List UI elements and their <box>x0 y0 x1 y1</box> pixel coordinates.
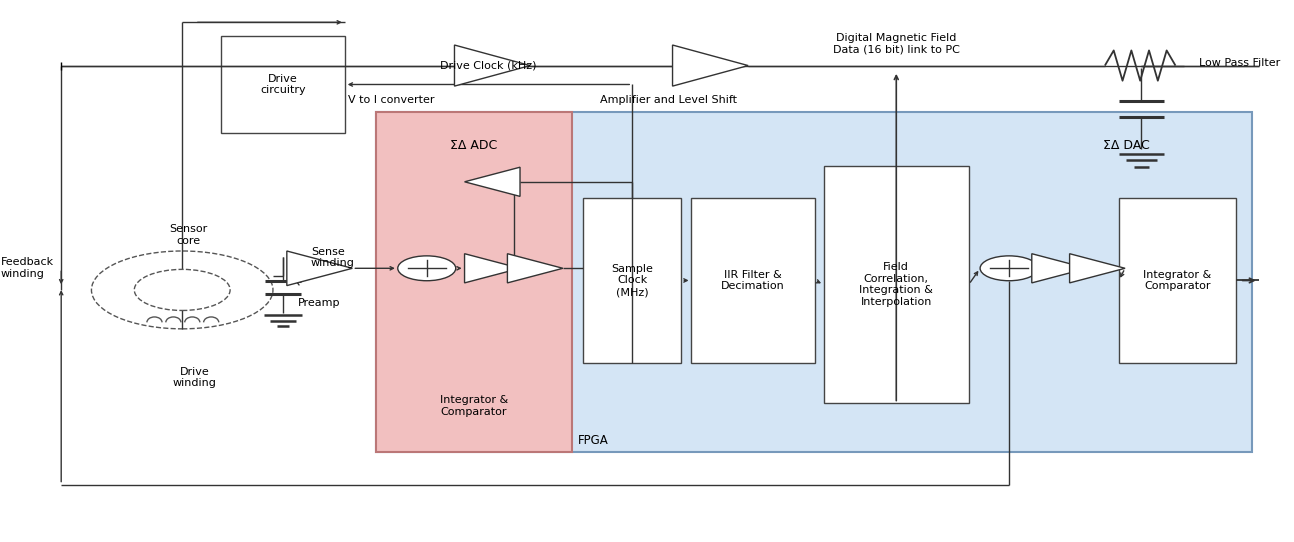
Text: Drive
winding: Drive winding <box>173 367 217 388</box>
Polygon shape <box>287 251 352 286</box>
Polygon shape <box>454 45 531 86</box>
Text: V to I converter: V to I converter <box>348 95 435 105</box>
Bar <box>377 112 1253 452</box>
Text: Preamp: Preamp <box>299 298 340 308</box>
Text: Amplifier and Level Shift: Amplifier and Level Shift <box>600 95 738 105</box>
Bar <box>221 36 344 133</box>
Text: ΣΔ DAC: ΣΔ DAC <box>1102 139 1149 152</box>
Text: ΣΔ ADC: ΣΔ ADC <box>450 139 498 152</box>
Polygon shape <box>465 167 520 196</box>
Circle shape <box>135 269 230 311</box>
Text: IIR Filter &
Decimation: IIR Filter & Decimation <box>721 270 785 291</box>
Polygon shape <box>1031 254 1087 283</box>
Text: Integrator &
Comparator: Integrator & Comparator <box>1143 270 1211 291</box>
Text: Feedback
winding: Feedback winding <box>1 257 54 279</box>
Text: Field
Correlation,
Integration &
Interpolation: Field Correlation, Integration & Interpo… <box>859 262 933 307</box>
Bar <box>1119 198 1236 363</box>
Text: FPGA: FPGA <box>578 434 608 447</box>
Circle shape <box>980 256 1038 281</box>
Bar <box>584 198 682 363</box>
Text: Sense
winding: Sense winding <box>311 247 355 268</box>
Polygon shape <box>1070 254 1124 283</box>
Polygon shape <box>507 254 563 283</box>
Circle shape <box>397 256 455 281</box>
Text: Digital Magnetic Field
Data (16 bit) link to PC: Digital Magnetic Field Data (16 bit) lin… <box>833 33 960 55</box>
Bar <box>691 198 815 363</box>
Text: Sample
Clock
(MHz): Sample Clock (MHz) <box>611 264 653 297</box>
Polygon shape <box>673 45 748 86</box>
Text: Sensor
core: Sensor core <box>170 224 207 246</box>
Bar <box>377 112 572 452</box>
Polygon shape <box>465 254 520 283</box>
Text: Low Pass Filter: Low Pass Filter <box>1200 58 1281 68</box>
Text: Drive
circuitry: Drive circuitry <box>260 74 305 95</box>
Text: Integrator &
Comparator: Integrator & Comparator <box>440 395 509 417</box>
Text: Drive Clock (kHz): Drive Clock (kHz) <box>440 61 537 71</box>
Bar <box>824 165 969 403</box>
